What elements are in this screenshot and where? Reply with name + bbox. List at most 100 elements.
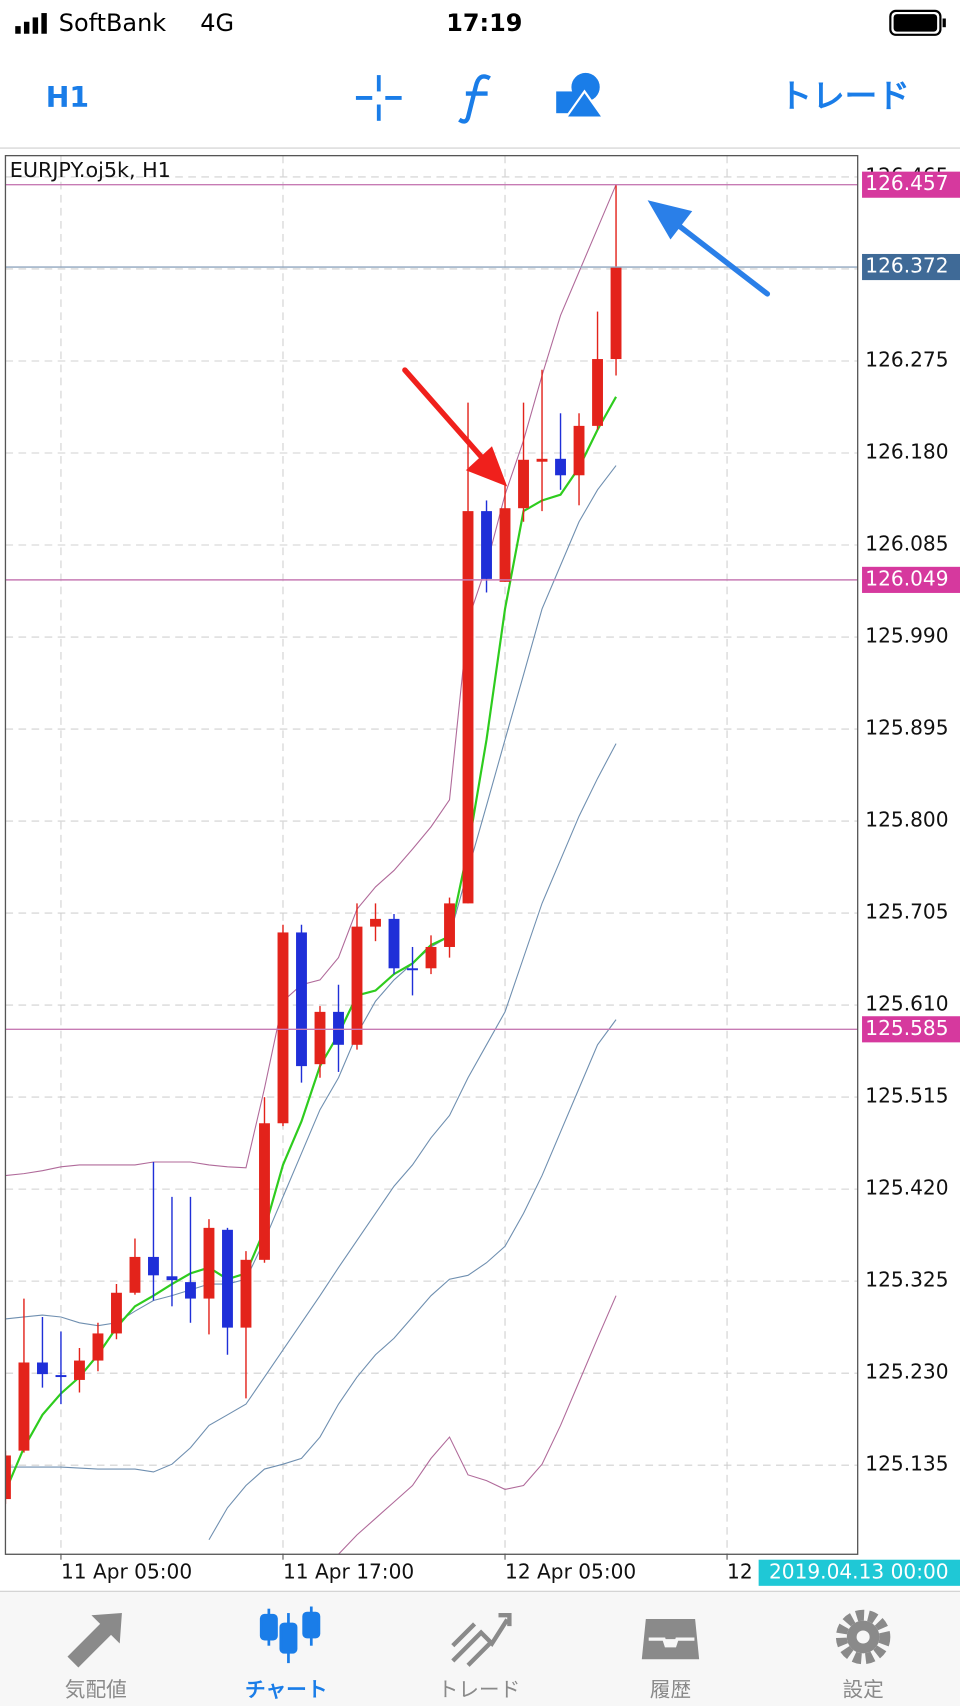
indicator-line [5, 465, 617, 1327]
y-tick-label: 125.800 [865, 808, 948, 832]
tab-bar-background [0, 1591, 960, 1706]
red-arrow-shaft [402, 367, 489, 465]
candle-body [185, 1282, 196, 1299]
candle-body [518, 459, 529, 509]
quotes-tab[interactable]: 気配値 [65, 1613, 127, 1701]
carrier: SoftBank [59, 9, 166, 37]
candle-body [573, 425, 585, 476]
crosshair-button[interactable] [355, 75, 402, 121]
price-label-bg [862, 253, 960, 281]
candle-body [481, 511, 492, 579]
candle-body [166, 1276, 178, 1281]
candle-body [314, 1011, 326, 1065]
battery-level [893, 14, 938, 32]
settings-tab[interactable]: 設定 [835, 1609, 891, 1701]
tab-icon [856, 1630, 870, 1644]
tab-icon [638, 1615, 703, 1663]
candle-body [129, 1256, 141, 1293]
indicator-line [208, 1019, 617, 1541]
timeframe-button[interactable]: H1 [46, 81, 89, 114]
indicator-line [5, 396, 617, 1492]
plot-area [5, 183, 858, 1555]
battery [889, 9, 942, 36]
time-label-bg [758, 1559, 960, 1586]
candle-body [462, 511, 474, 904]
candle-body [296, 932, 307, 1067]
candle-body [536, 458, 548, 462]
candle-body [5, 1455, 11, 1500]
y-tick-label: 126.085 [865, 532, 948, 556]
tab-label: 設定 [842, 1677, 883, 1701]
tab-icon [451, 1613, 512, 1667]
history-tab[interactable]: 履歴 [638, 1615, 703, 1701]
y-tick-label: 125.990 [865, 624, 948, 648]
candle-body [148, 1256, 159, 1276]
candle-body [277, 932, 289, 1124]
time-label: 2019.04.13 00:00 [769, 1559, 949, 1583]
objects-button[interactable] [556, 72, 606, 119]
trade-button[interactable]: トレード [779, 77, 910, 115]
candle-body [240, 1259, 252, 1328]
candle-body [499, 508, 511, 582]
price-label-bg [862, 171, 960, 198]
y-tick-label: 125.230 [865, 1360, 948, 1384]
y-tick-label: 125.135 [865, 1452, 948, 1476]
candle-body [55, 1375, 67, 1378]
y-tick-label: 125.325 [865, 1268, 948, 1292]
indicator-line [338, 1295, 617, 1555]
chart: 125.135 125.230 125.325 125.420 125.515 125.6… [4, 154, 960, 1586]
tab-label: トレード [438, 1677, 521, 1701]
candle-body [388, 918, 400, 969]
chart-tab[interactable]: チャート [245, 1606, 328, 1702]
price-label-bg [862, 1016, 960, 1043]
tab-label: チャート [245, 1677, 327, 1701]
y-tick-label: 126.275 [865, 347, 948, 371]
blue-arrow-shaft [669, 218, 771, 297]
candle-body [351, 926, 363, 1045]
price-label: 126.049 [865, 566, 948, 590]
candle-body [259, 1123, 270, 1260]
red-arrow-head [465, 446, 508, 487]
battery-tip [942, 18, 946, 28]
signal-bar [23, 21, 30, 34]
y-tick-label: 125.895 [865, 716, 948, 740]
blue-arrow-head [647, 200, 693, 240]
grid [5, 155, 858, 1555]
y-tick-label: 125.705 [865, 900, 948, 924]
candle-body [18, 1362, 30, 1451]
trade-tab[interactable]: トレード [438, 1613, 521, 1701]
candle-body [425, 946, 437, 969]
annotations [402, 200, 771, 487]
indicator-line [5, 743, 617, 1473]
signal-bar [15, 26, 21, 34]
indicator-line [5, 184, 617, 1177]
candle-body [444, 903, 455, 947]
network: 4G [200, 9, 234, 37]
tab-icon [259, 1606, 321, 1664]
y-tick-label: 125.515 [865, 1084, 948, 1108]
candle-body [37, 1362, 48, 1375]
candle-body [333, 1011, 344, 1045]
tab-icon [67, 1613, 122, 1668]
price-label: 126.372 [865, 254, 948, 278]
signal-bar [41, 13, 47, 34]
candle-body [370, 918, 381, 927]
tab-bar: 気配値 チャート トレード 履歴 設定 [0, 1590, 960, 1706]
candle-body [610, 267, 622, 360]
y-tick-label: 125.610 [865, 992, 948, 1016]
tab-icon [835, 1609, 891, 1665]
candle-body [74, 1360, 85, 1380]
x-tick-label: 11 Apr 05:00 [61, 1559, 192, 1583]
x-tick-label: 12 [727, 1559, 753, 1583]
indicator-button[interactable] [458, 74, 491, 124]
candle-body [407, 968, 418, 971]
candle-body [203, 1227, 215, 1299]
toolbar: H1 トレード [0, 72, 960, 149]
candle-body [222, 1229, 233, 1328]
candle-body [111, 1292, 122, 1334]
x-tick-label: 12 Apr 05:00 [505, 1559, 636, 1583]
chart-frame [4, 154, 859, 1555]
y-tick-label: 126.180 [865, 439, 948, 463]
